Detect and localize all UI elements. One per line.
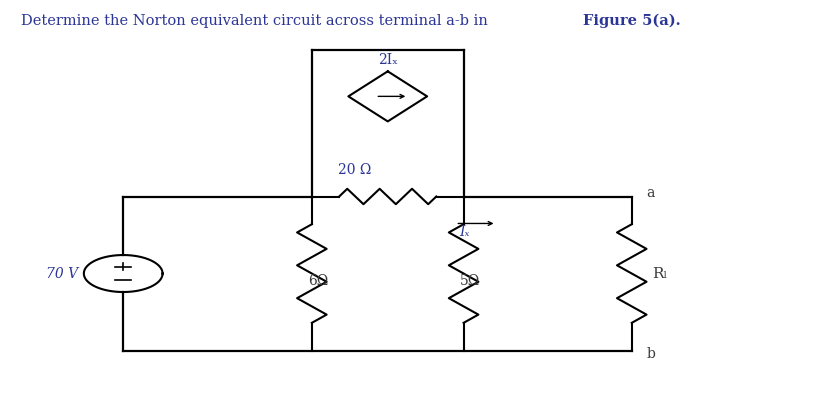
Text: Rₗ: Rₗ (651, 266, 667, 281)
Text: Determine the Norton equivalent circuit across terminal a-b in: Determine the Norton equivalent circuit … (21, 13, 492, 28)
Text: 5Ω: 5Ω (459, 274, 479, 288)
Text: 2Iₓ: 2Iₓ (377, 53, 397, 68)
Text: Figure 5(a).: Figure 5(a). (582, 13, 680, 28)
Text: a: a (645, 185, 654, 200)
Text: 70 V: 70 V (46, 266, 78, 281)
Text: 6Ω: 6Ω (308, 274, 328, 288)
Text: b: b (645, 347, 655, 362)
Text: Iₓ: Iₓ (459, 226, 469, 239)
Text: 20 Ω: 20 Ω (338, 163, 371, 177)
